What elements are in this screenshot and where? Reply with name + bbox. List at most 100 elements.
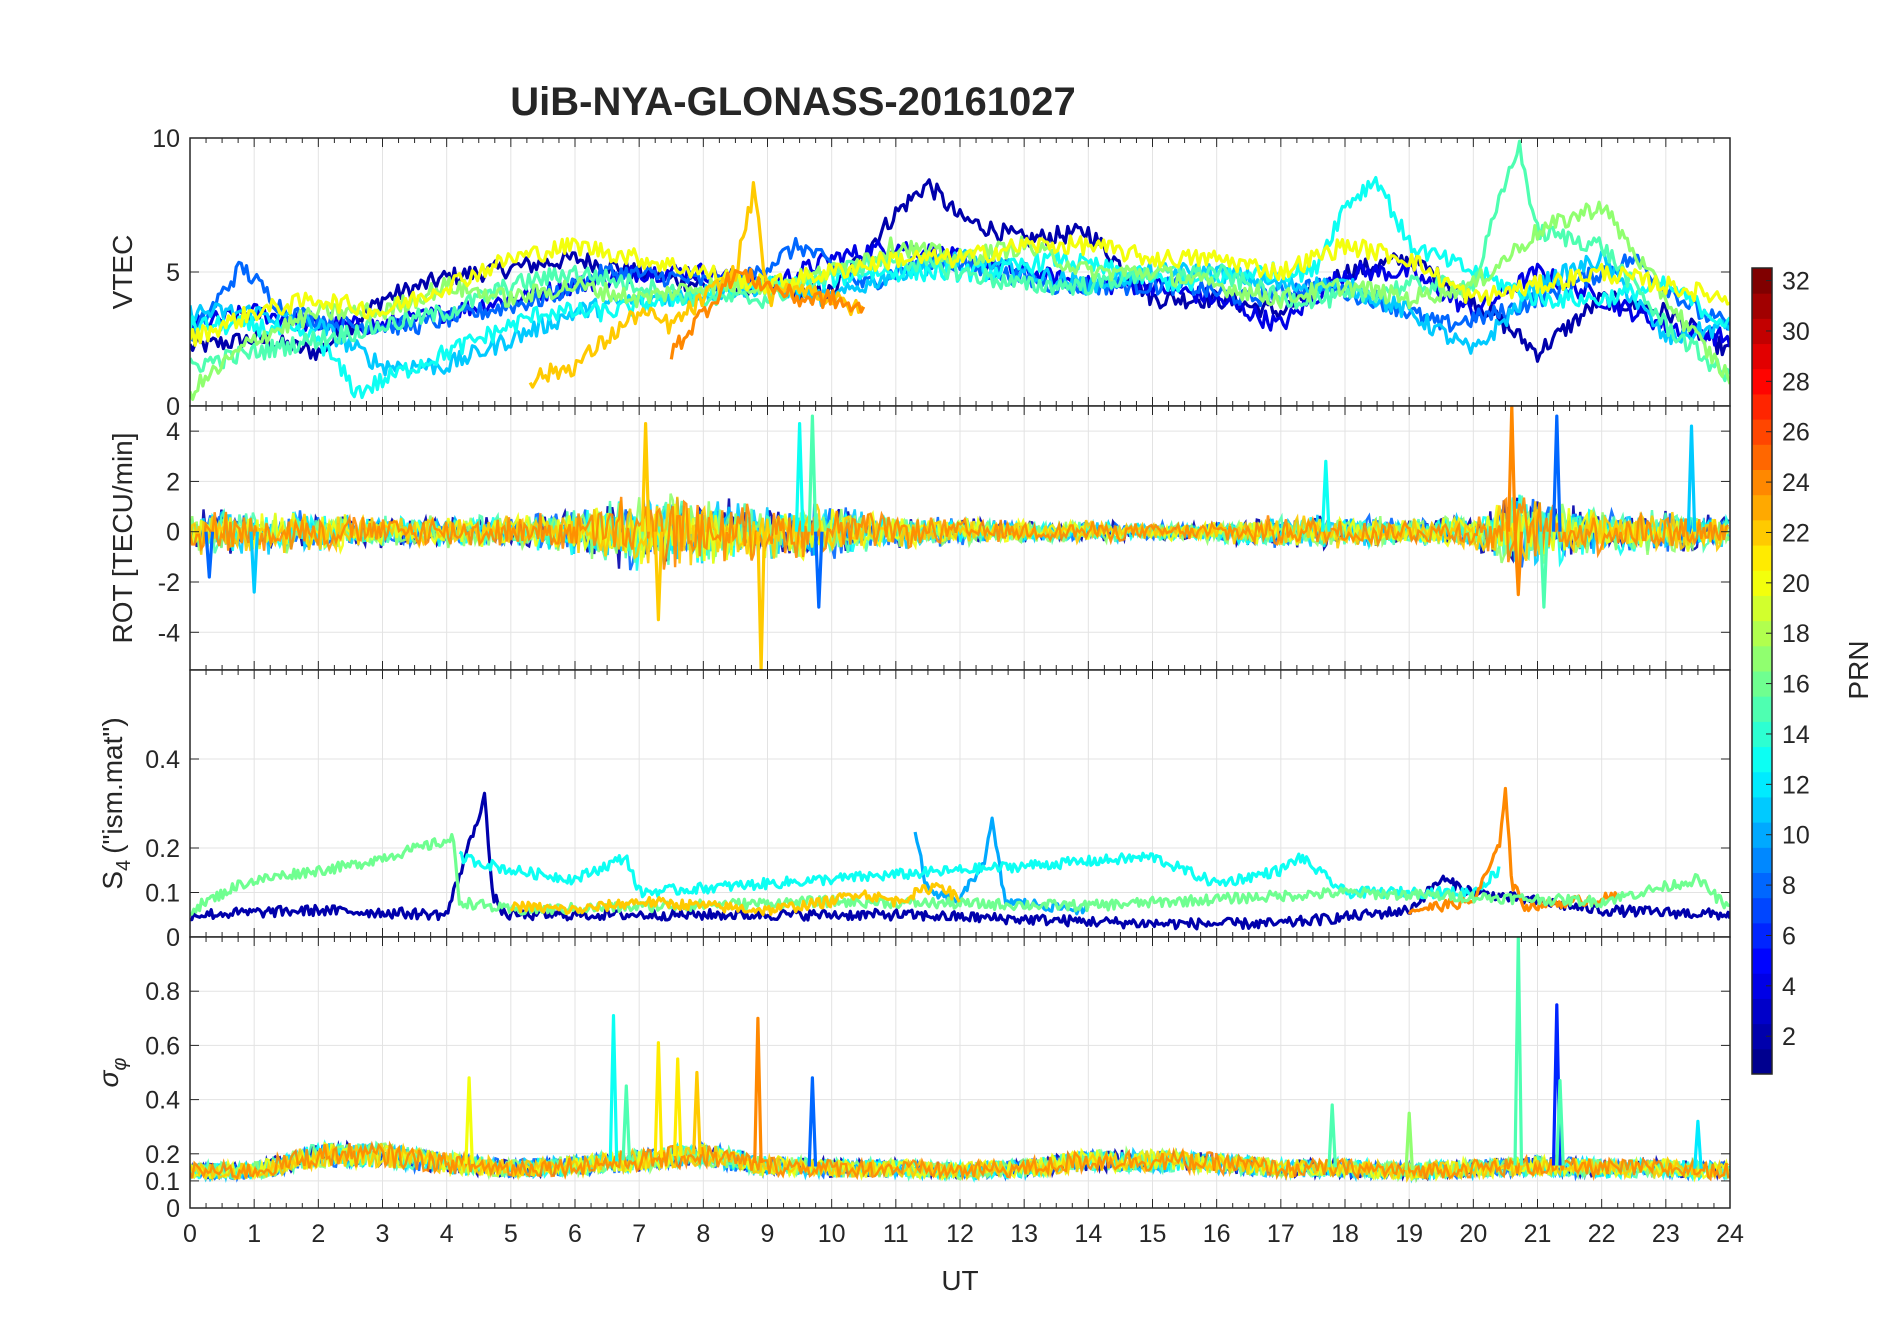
x-tick-label: 8	[696, 1220, 710, 1248]
x-tick-label: 22	[1588, 1220, 1616, 1248]
colorbar-cell	[1752, 872, 1772, 899]
colorbar-tick-label: 20	[1782, 570, 1810, 598]
colorbar-cell	[1752, 393, 1772, 420]
colorbar-cell	[1752, 595, 1772, 622]
y-tick-label: 0.4	[145, 1087, 180, 1115]
x-tick-label: 11	[883, 1220, 909, 1248]
colorbar-cell	[1752, 796, 1772, 823]
spike-prn-15	[621, 1084, 632, 1161]
colorbar-cell	[1752, 444, 1772, 470]
y-tick-label: 0.6	[145, 1032, 180, 1060]
y-tick-label: 0	[166, 393, 180, 421]
spike-prn-15	[1555, 1079, 1565, 1166]
x-tick-label: 3	[376, 1220, 390, 1248]
colorbar-tick-label: 14	[1782, 721, 1810, 749]
colorbar-cell	[1752, 1048, 1772, 1075]
colorbar-cell	[1752, 293, 1772, 319]
series-line-prn-22	[509, 882, 961, 917]
colorbar-cell	[1752, 645, 1772, 672]
y-tick-label: 10	[152, 125, 180, 153]
x-tick-label: 4	[440, 1220, 454, 1248]
series-line-prn-16	[190, 833, 1730, 916]
y-tick-label: -2	[158, 569, 180, 597]
colorbar-tick-label: 16	[1782, 671, 1810, 699]
colorbar-tick-label: 24	[1782, 469, 1810, 497]
x-tick-label: 10	[818, 1220, 846, 1248]
panel-vtec: 0 5 10 VTEC	[107, 125, 1731, 421]
colorbar-cell	[1752, 469, 1772, 496]
colorbar-tick-label: 12	[1782, 771, 1810, 799]
spike-prn-11	[1686, 424, 1697, 532]
colorbar-tick-label: 8	[1782, 872, 1796, 900]
y-axis-label: VTEC	[107, 235, 138, 310]
spike-prn-12	[1693, 1119, 1703, 1169]
panel-rot: -4 -2 0 2 4 ROT [TECU/min]	[107, 405, 1731, 671]
chart-title: UiB-NYA-GLONASS-20161027	[510, 80, 1075, 124]
colorbar-cell	[1752, 545, 1772, 571]
y-tick-label: 0.2	[145, 1141, 180, 1169]
spike-prn-15	[1327, 1103, 1337, 1168]
x-tick-label: 5	[504, 1220, 518, 1248]
spike-prn-8	[807, 1076, 818, 1167]
series-line-prn-13	[458, 850, 1501, 900]
colorbar-cell	[1752, 746, 1772, 773]
colorbar-cell	[1752, 897, 1772, 924]
y-tick-label: 0.1	[145, 1168, 180, 1196]
colorbar-cell	[1752, 343, 1772, 370]
spike-prn-21	[653, 1041, 664, 1158]
colorbar-cell	[1752, 771, 1772, 798]
panel-s4: 0 0.1 0.2 0.4 S4 ("ism.mat")	[97, 669, 1731, 952]
colorbar-cell	[1752, 822, 1772, 848]
y-tick-label: 5	[166, 259, 180, 287]
colorbar-label: PRN	[1843, 640, 1874, 699]
y-tick-label: 0.8	[145, 978, 180, 1006]
colorbar-cell	[1752, 922, 1772, 949]
colorbar-tick-label: 28	[1782, 368, 1810, 396]
rot-trace-prn-24	[190, 496, 1730, 570]
y-tick-label: 0	[166, 519, 180, 547]
y-axis-label-subscript: 4	[113, 860, 135, 871]
y-tick-label: 0	[166, 1195, 180, 1223]
y-axis-label-rest: ("ism.mat")	[97, 717, 128, 854]
sigma-trace-prn-24	[190, 1140, 1730, 1182]
spike-prn-22	[653, 531, 664, 622]
spike-prn-13	[1320, 459, 1331, 532]
spike-prn-24	[1507, 406, 1517, 532]
colorbar-cell	[1752, 948, 1772, 974]
spike-prn-13	[608, 1014, 619, 1162]
spike-prn-13	[794, 422, 805, 532]
x-tick-label: 17	[1267, 1220, 1295, 1248]
spike-prn-22	[692, 1070, 702, 1155]
x-tick-label: 14	[1074, 1220, 1102, 1248]
x-tick-label: 24	[1716, 1220, 1744, 1248]
y-tick-label: 0	[166, 924, 180, 952]
x-tick-label: 1	[247, 1220, 261, 1248]
colorbar-cell	[1752, 268, 1772, 294]
colorbar-tick-label: 6	[1782, 922, 1796, 950]
x-axis-label: UT	[941, 1265, 978, 1296]
spike-prn-22	[756, 531, 766, 670]
spike-prn-17	[1404, 1111, 1414, 1171]
spike-prn-21	[672, 1057, 683, 1157]
x-tick-label: 16	[1203, 1220, 1231, 1248]
colorbar-cell	[1752, 620, 1772, 647]
plot-area	[190, 406, 1730, 670]
y-tick-label: -4	[158, 619, 180, 647]
spike-prn-22	[640, 422, 651, 532]
y-tick-label: 2	[166, 468, 180, 496]
y-axis-label-subscript: φ	[109, 1058, 131, 1071]
colorbar-cell	[1752, 318, 1772, 345]
y-tick-label: 0.4	[145, 746, 180, 774]
y-tick-label: 0.1	[145, 880, 180, 908]
colorbar-tick-label: 2	[1782, 1023, 1796, 1051]
colorbar-cell	[1752, 1023, 1772, 1050]
colorbar-tick-label: 18	[1782, 620, 1810, 648]
x-tick-label: 20	[1459, 1220, 1487, 1248]
plot-area	[190, 139, 1730, 401]
colorbar-cell	[1752, 847, 1772, 873]
spike-prn-8	[1551, 414, 1562, 532]
x-tick-label: 23	[1652, 1220, 1680, 1248]
y-tick-label: 0.2	[145, 835, 180, 863]
